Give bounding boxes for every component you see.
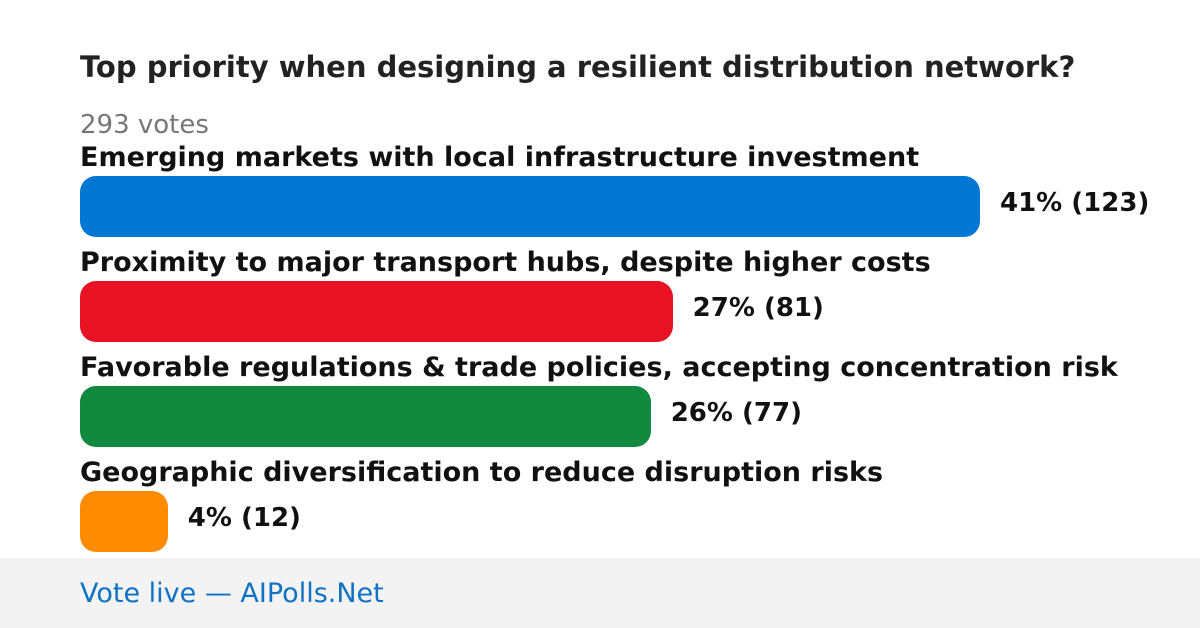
poll-option: Geographic diversification to reduce dis… (80, 457, 1180, 562)
option-value-label: 27% (81) (692, 293, 824, 323)
footer-bar: Vote live — AIPolls.Net (0, 558, 1200, 628)
poll-option: Emerging markets with local infrastructu… (80, 142, 1180, 247)
poll-option: Proximity to major transport hubs, despi… (80, 247, 1180, 352)
option-label: Geographic diversification to reduce dis… (80, 457, 884, 488)
option-value-label: 26% (77) (670, 398, 802, 428)
option-label: Proximity to major transport hubs, despi… (80, 247, 931, 278)
option-bar (80, 281, 673, 342)
option-bar (80, 176, 980, 237)
option-bar (80, 386, 651, 447)
vote-count: 293 votes (80, 110, 209, 140)
option-label: Favorable regulations & trade policies, … (80, 352, 1118, 383)
option-bar (80, 491, 168, 552)
poll-title: Top priority when designing a resilient … (80, 50, 1076, 84)
option-value-label: 41% (123) (1000, 188, 1150, 218)
option-label: Emerging markets with local infrastructu… (80, 142, 920, 173)
vote-live-link[interactable]: Vote live — AIPolls.Net (80, 578, 384, 609)
poll-option: Favorable regulations & trade policies, … (80, 352, 1180, 457)
option-value-label: 4% (12) (187, 503, 301, 533)
